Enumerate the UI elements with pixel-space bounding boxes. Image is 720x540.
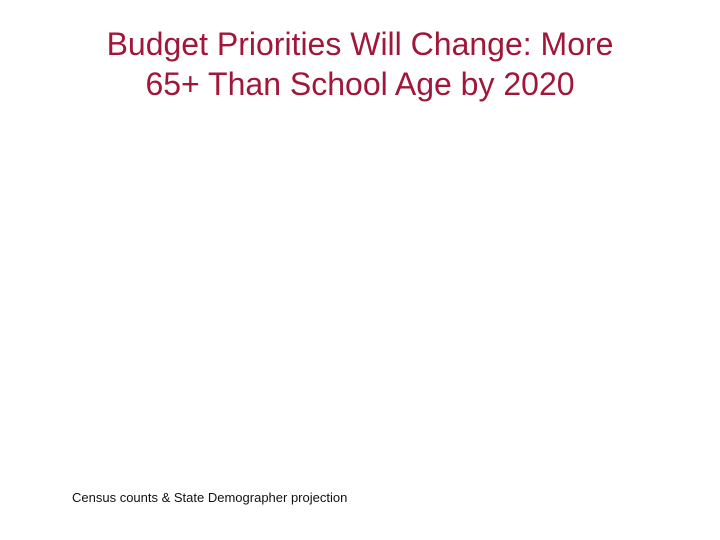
slide-title: Budget Priorities Will Change: More 65+ … — [0, 24, 720, 104]
title-line: 65+ Than School Age by 2020 — [145, 66, 575, 102]
title-line: Budget Priorities Will Change: More — [106, 26, 614, 62]
source-note: Census counts & State Demographer projec… — [72, 490, 348, 505]
